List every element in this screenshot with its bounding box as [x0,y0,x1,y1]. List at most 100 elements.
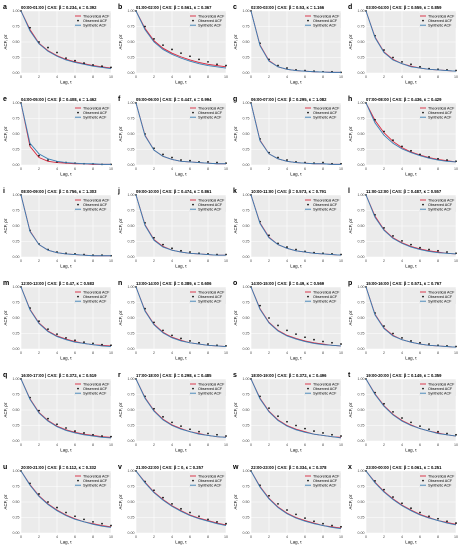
observed-acf-point [410,243,412,246]
observed-acf-point [110,435,112,438]
panel-letter: k [233,188,237,195]
observed-acf-point [383,488,385,491]
x-axis-label: Lag, τ [405,356,417,361]
legend-box [419,105,456,120]
x-tick-label: 0 [250,443,252,447]
chart-title: 15:00-16:00 | CAS: β = 0.571, κ = 0.767 [366,281,442,286]
x-axis-label: Lag, τ [290,540,302,545]
x-tick-label: 0 [250,167,252,171]
legend-entry: Theoretical ACF [83,290,110,294]
legend-marker-observed [307,387,309,390]
legend-entry: Theoretical ACF [313,14,340,18]
y-tick-label: 1.00 [358,377,365,381]
synthetic-acf-line [250,470,342,530]
x-tick-label: 10 [339,535,343,539]
chart-title: 19:00-20:00 | CAS: β = 0.149, κ = 0.359 [366,373,442,378]
y-tick-label: 0.25 [128,240,135,244]
x-tick-label: 6 [189,167,191,171]
legend-box [189,13,226,28]
chart-panel-s: s 18:00-19:00 | CAS: β = 0.372, κ = 0.496… [233,372,343,453]
observed-acf-point [277,156,279,159]
chart-panel-e: e 04:00-05:00 | CAS: β = 0.408, κ = 1.462… [3,96,113,177]
legend-entry: Theoretical ACF [313,382,340,386]
chart-title: 04:00-05:00 | CAS: β = 0.408, κ = 1.462 [21,97,97,102]
y-tick-label: 0.00 [13,71,20,75]
observed-acf-point [180,507,182,510]
y-tick-label: 0.00 [13,531,20,535]
y-tick-label: 0.00 [128,163,135,167]
x-tick-label: 2 [268,535,270,539]
observed-acf-point [162,415,164,418]
y-tick-label: 0.75 [243,209,250,213]
observed-acf-point [92,433,94,436]
observed-acf-point [189,159,191,162]
chart-panel-c: c 02:00-03:00 | CAS: β = 0.53, κ = 1.166 0… [233,4,343,85]
observed-acf-point [83,341,85,344]
x-tick-label: 8 [322,443,324,447]
y-tick-label: 1.00 [13,101,20,105]
observed-acf-point [295,333,297,336]
x-tick-label: 10 [454,351,458,355]
x-axis-label: Lag, τ [175,264,187,269]
legend-entry: Observed ACF [198,111,223,115]
observed-acf-point [56,333,58,336]
y-tick-label: 0.25 [358,148,365,152]
x-tick-label: 2 [38,535,40,539]
observed-acf-point [446,251,448,253]
y-tick-label: 0.50 [128,500,135,504]
observed-acf-point [180,249,182,252]
observed-acf-point [83,62,85,64]
legend-entry: Observed ACF [313,479,338,483]
y-tick-label: 0.75 [358,485,365,489]
observed-acf-point [286,420,288,423]
x-tick-label: 8 [92,167,94,171]
x-tick-label: 4 [56,75,58,79]
x-tick-label: 4 [171,535,173,539]
synthetic-acf-line [250,10,341,73]
x-tick-label: 10 [109,167,113,171]
legend-marker-observed [192,203,194,206]
chart-panel-x: x 23:00-00:00 | CAS: β = 0.061, κ = 0.251… [348,464,458,545]
x-tick-label: 6 [189,351,191,355]
chart-panel-i: i 08:00-09:00 | CAS: β = 0.756, κ = 1.303… [3,188,113,269]
x-tick-label: 8 [322,259,324,263]
observed-acf-point [419,246,421,249]
y-tick-label: 0.75 [358,25,365,29]
x-tick-label: 10 [109,259,113,263]
observed-acf-point [383,402,385,405]
y-tick-label: 0.75 [13,117,20,121]
y-axis-label: ACF, ρτ [3,402,8,417]
y-tick-label: 1.00 [243,285,250,289]
observed-acf-point [56,51,58,54]
x-tick-label: 4 [401,75,403,79]
x-axis-label: Lag, τ [405,80,417,85]
x-tick-label: 6 [74,535,76,539]
x-tick-label: 2 [268,443,270,447]
legend-entry: Theoretical ACF [83,382,110,386]
y-tick-label: 0.50 [128,40,135,44]
legend-entry: Synthetic ACF [428,300,452,304]
x-tick-label: 2 [153,167,155,171]
y-tick-label: 1.00 [243,9,250,13]
y-tick-label: 0.25 [358,56,365,60]
x-tick-label: 4 [286,351,288,355]
observed-acf-point [428,515,430,518]
chart-title: 10:00-11:00 | CAS: β = 0.573, κ = 0.791 [251,189,327,194]
observed-acf-point [268,234,270,237]
synthetic-acf-line [20,286,112,347]
legend-entry: Synthetic ACF [313,116,337,120]
observed-acf-point [189,428,191,431]
legend-box [304,13,341,28]
observed-acf-point [47,46,49,49]
y-tick-label: 0.50 [358,132,365,136]
y-tick-label: 0.50 [358,40,365,44]
chart-title: 18:00-19:00 | CAS: β = 0.372, κ = 0.496 [251,373,327,378]
x-tick-label: 0 [135,259,137,263]
x-tick-label: 6 [189,75,191,79]
y-tick-label: 0.50 [243,500,250,504]
x-tick-label: 8 [437,535,439,539]
observed-acf-point [392,139,394,142]
synthetic-acf-line [20,470,112,528]
y-tick-label: 0.50 [13,224,20,228]
